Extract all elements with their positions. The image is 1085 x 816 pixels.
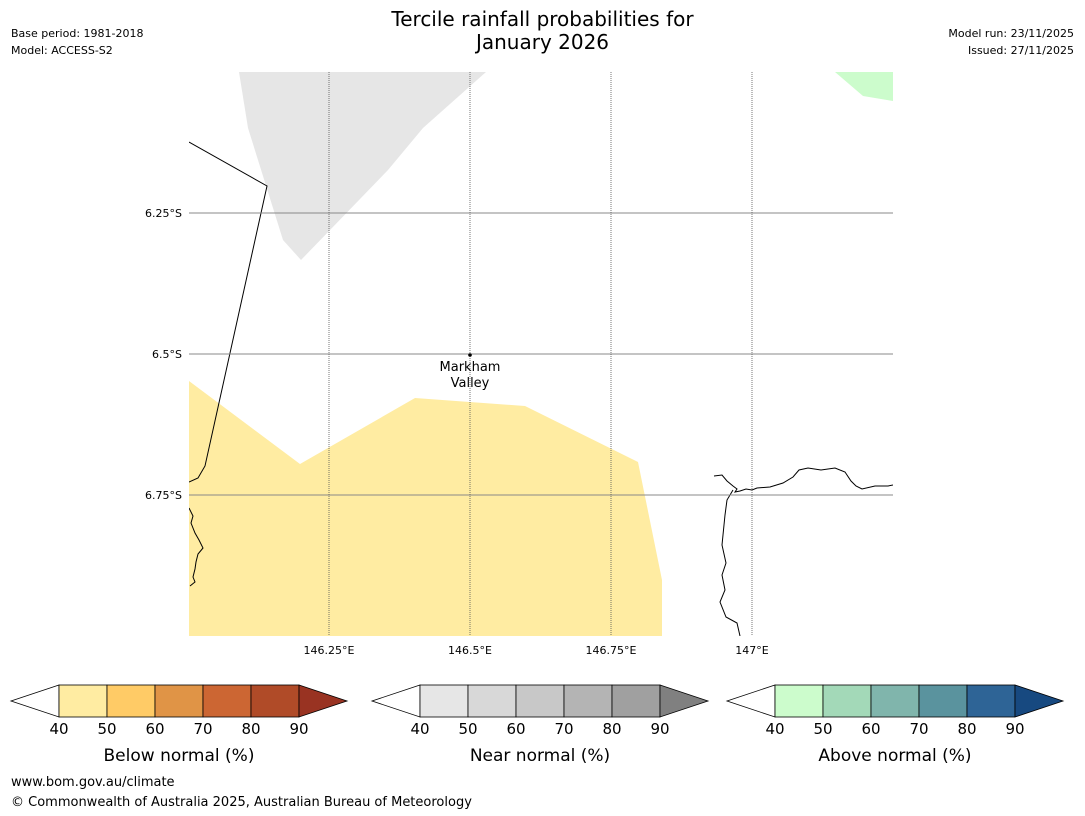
lat-label: 6.25°S <box>145 207 182 220</box>
title-line-2: January 2026 <box>475 30 610 54</box>
colorbar-segment <box>58 684 108 718</box>
border-line <box>189 141 268 483</box>
lat-label: 6.5°S <box>152 348 182 361</box>
colorbar-tick-label: 90 <box>1005 720 1024 738</box>
colorbar-segment <box>106 684 156 718</box>
colorbar-tick-label: 90 <box>289 720 308 738</box>
coastline-east <box>713 467 893 493</box>
below-normal-region <box>189 381 662 636</box>
coastline-west <box>189 507 204 587</box>
colorbar-extend-low <box>725 684 776 718</box>
colorbar-tick-label: 70 <box>193 720 212 738</box>
above-normal-region <box>835 72 893 101</box>
colorbar-segment <box>515 684 565 718</box>
colorbar-segment <box>822 684 872 718</box>
colorbar-segment <box>774 684 824 718</box>
colorbar-tick-label: 90 <box>650 720 669 738</box>
colorbar-tick-label: 60 <box>145 720 164 738</box>
base-period-text: Base period: 1981-2018 <box>11 27 144 40</box>
lon-label: 146.75°E <box>586 644 637 657</box>
colorbar-extend-high <box>659 684 710 718</box>
colorbar-extend-high <box>1014 684 1065 718</box>
colorbar-segment <box>154 684 204 718</box>
colorbar-tick-label: 40 <box>765 720 784 738</box>
coastline-south <box>719 489 741 636</box>
colorbar-segment <box>870 684 920 718</box>
colorbar-label: Near normal (%) <box>470 746 610 766</box>
colorbar-tick-label: 40 <box>410 720 429 738</box>
footer-url: www.bom.gov.au/climate <box>11 775 175 790</box>
near-normal-region <box>239 72 486 260</box>
colorbar-tick-label: 70 <box>909 720 928 738</box>
colorbar-tick-label: 40 <box>49 720 68 738</box>
colorbar-tick-label: 50 <box>813 720 832 738</box>
lon-label: 147°E <box>735 644 768 657</box>
place-name-line-1: Markham <box>440 360 501 375</box>
colorbar-extend-low <box>370 684 421 718</box>
lon-label: 146.25°E <box>304 644 355 657</box>
colorbar-tick-label: 70 <box>554 720 573 738</box>
colorbar-label: Below normal (%) <box>104 746 255 766</box>
colorbar-tick-label: 60 <box>861 720 880 738</box>
colorbar-tick-label: 50 <box>458 720 477 738</box>
colorbar-segment <box>918 684 968 718</box>
lat-label: 6.75°S <box>145 489 182 502</box>
colorbar-segment <box>563 684 613 718</box>
model-run-text: Model run: 23/11/2025 <box>948 27 1074 40</box>
place-marker <box>468 353 472 357</box>
colorbar-above-normal: 40 50 60 70 80 90 Above normal (%) <box>725 684 1065 766</box>
colorbar-tick-label: 80 <box>241 720 260 738</box>
colorbar-tick-label: 60 <box>506 720 525 738</box>
colorbar-tick-label: 80 <box>602 720 621 738</box>
issued-text: Issued: 27/11/2025 <box>967 44 1074 57</box>
colorbar-label: Above normal (%) <box>818 746 971 766</box>
colorbar-extend-low <box>9 684 60 718</box>
lon-label: 146.5°E <box>448 644 492 657</box>
meta-right: Model run: 23/11/2025 Issued: 27/11/2025 <box>948 25 1074 59</box>
model-text: Model: ACCESS-S2 <box>11 44 113 57</box>
colorbar-below-normal: 40 50 60 70 80 90 Below normal (%) <box>9 684 349 766</box>
footer-copyright: © Commonwealth of Australia 2025, Austra… <box>11 795 472 810</box>
colorbar-tick-label: 50 <box>97 720 116 738</box>
colorbar-tick-label: 80 <box>957 720 976 738</box>
colorbar-segment <box>611 684 661 718</box>
colorbar-segment <box>966 684 1016 718</box>
colorbar-segment <box>202 684 252 718</box>
meta-left: Base period: 1981-2018 Model: ACCESS-S2 <box>11 25 143 59</box>
colorbar-segment <box>250 684 300 718</box>
colorbar-segment <box>467 684 517 718</box>
colorbar-extend-high <box>298 684 349 718</box>
title-line-1: Tercile rainfall probabilities for <box>391 7 694 31</box>
chart-title: Tercile rainfall probabilities for Janua… <box>0 8 1085 54</box>
colorbar-near-normal: 40 50 60 70 80 90 Near normal (%) <box>370 684 710 766</box>
map-panel <box>189 72 893 636</box>
place-name-line-2: Valley <box>451 376 490 391</box>
colorbar-segment <box>419 684 469 718</box>
